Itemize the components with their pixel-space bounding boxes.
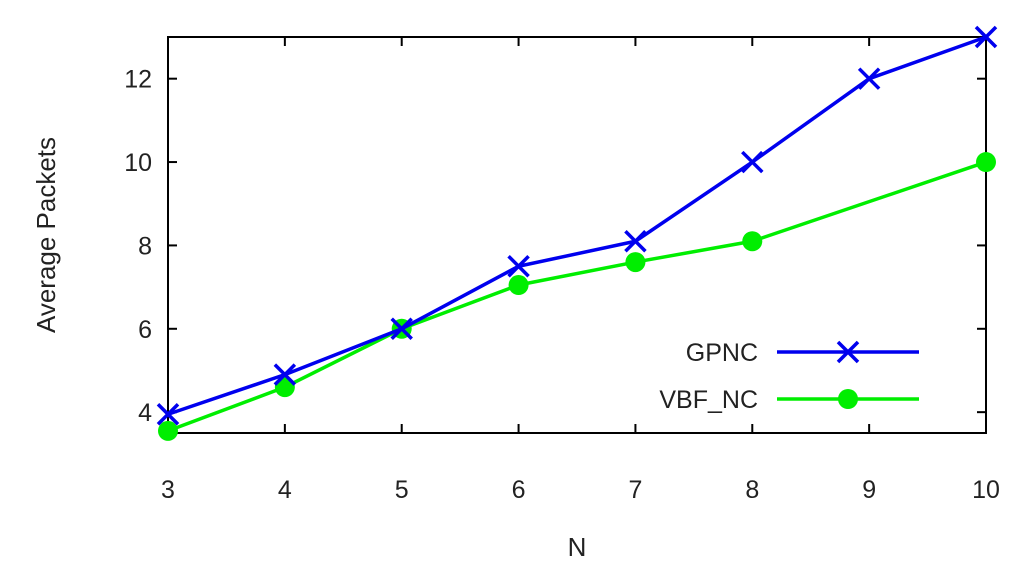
series-vbf-nc xyxy=(158,152,996,441)
data-point-gpnc-stroke-b xyxy=(857,67,881,90)
legend-marker-gpnc-stroke-b xyxy=(836,340,860,364)
x-tick-label: 4 xyxy=(278,476,292,504)
axes: 3 4 5 6 7 8 9 10 4 6 8 10 12 xyxy=(124,36,1000,504)
data-point-gpnc xyxy=(273,363,297,386)
data-point-gpnc-stroke-b xyxy=(390,317,413,341)
legend: GPNC VBF_NC xyxy=(659,339,919,414)
data-point-gpnc-stroke-b xyxy=(624,230,647,253)
legend-item-vbf-nc: VBF_NC xyxy=(659,386,919,414)
data-point-gpnc-stroke-b xyxy=(156,403,180,426)
legend-label-gpnc: GPNC xyxy=(686,339,758,367)
x-tick-label: 6 xyxy=(512,476,526,504)
data-point-vbf-nc xyxy=(508,275,529,296)
y-tick-label: 10 xyxy=(124,149,152,177)
data-point-gpnc-stroke-b xyxy=(507,255,530,278)
data-point-vbf-nc xyxy=(158,420,178,441)
data-point-gpnc-stroke-b xyxy=(741,150,764,174)
data-point-gpnc xyxy=(390,317,413,341)
data-point-vbf-nc xyxy=(274,377,295,398)
data-point-gpnc-stroke-b xyxy=(273,363,297,386)
data-point-vbf-nc xyxy=(976,152,996,173)
y-tick-label: 4 xyxy=(138,399,152,427)
data-point-gpnc xyxy=(507,255,530,278)
y-axis-title: Average Packets xyxy=(31,137,61,333)
x-tick-label: 7 xyxy=(628,476,642,504)
data-point-gpnc xyxy=(156,403,180,426)
series-layer xyxy=(156,25,998,441)
legend-marker-vbf-nc xyxy=(838,389,858,409)
data-point-gpnc xyxy=(857,67,881,90)
legend-label-vbf-nc: VBF_NC xyxy=(659,386,758,414)
series-gpnc xyxy=(156,25,998,426)
x-axis-title: N xyxy=(568,532,587,562)
data-point-vbf-nc xyxy=(742,231,763,252)
x-tick-label: 10 xyxy=(972,476,1000,504)
data-point-gpnc xyxy=(624,230,647,253)
x-tick-label: 5 xyxy=(395,476,409,504)
y-tick-label: 8 xyxy=(138,232,152,260)
legend-marker-gpnc xyxy=(836,340,860,364)
data-point-gpnc-stroke-b xyxy=(974,25,998,49)
data-point-gpnc xyxy=(974,25,998,49)
y-tick-label: 12 xyxy=(124,66,152,94)
data-point-gpnc xyxy=(741,150,764,174)
data-point-vbf-nc xyxy=(625,252,646,273)
y-tick-label: 6 xyxy=(138,316,152,344)
series-line-gpnc xyxy=(167,35,987,416)
x-tick-label: 8 xyxy=(745,476,759,504)
legend-item-gpnc: GPNC xyxy=(686,339,919,367)
x-tick-label: 3 xyxy=(161,476,175,504)
x-tick-label: 9 xyxy=(862,476,876,504)
plot-frame xyxy=(167,36,987,434)
